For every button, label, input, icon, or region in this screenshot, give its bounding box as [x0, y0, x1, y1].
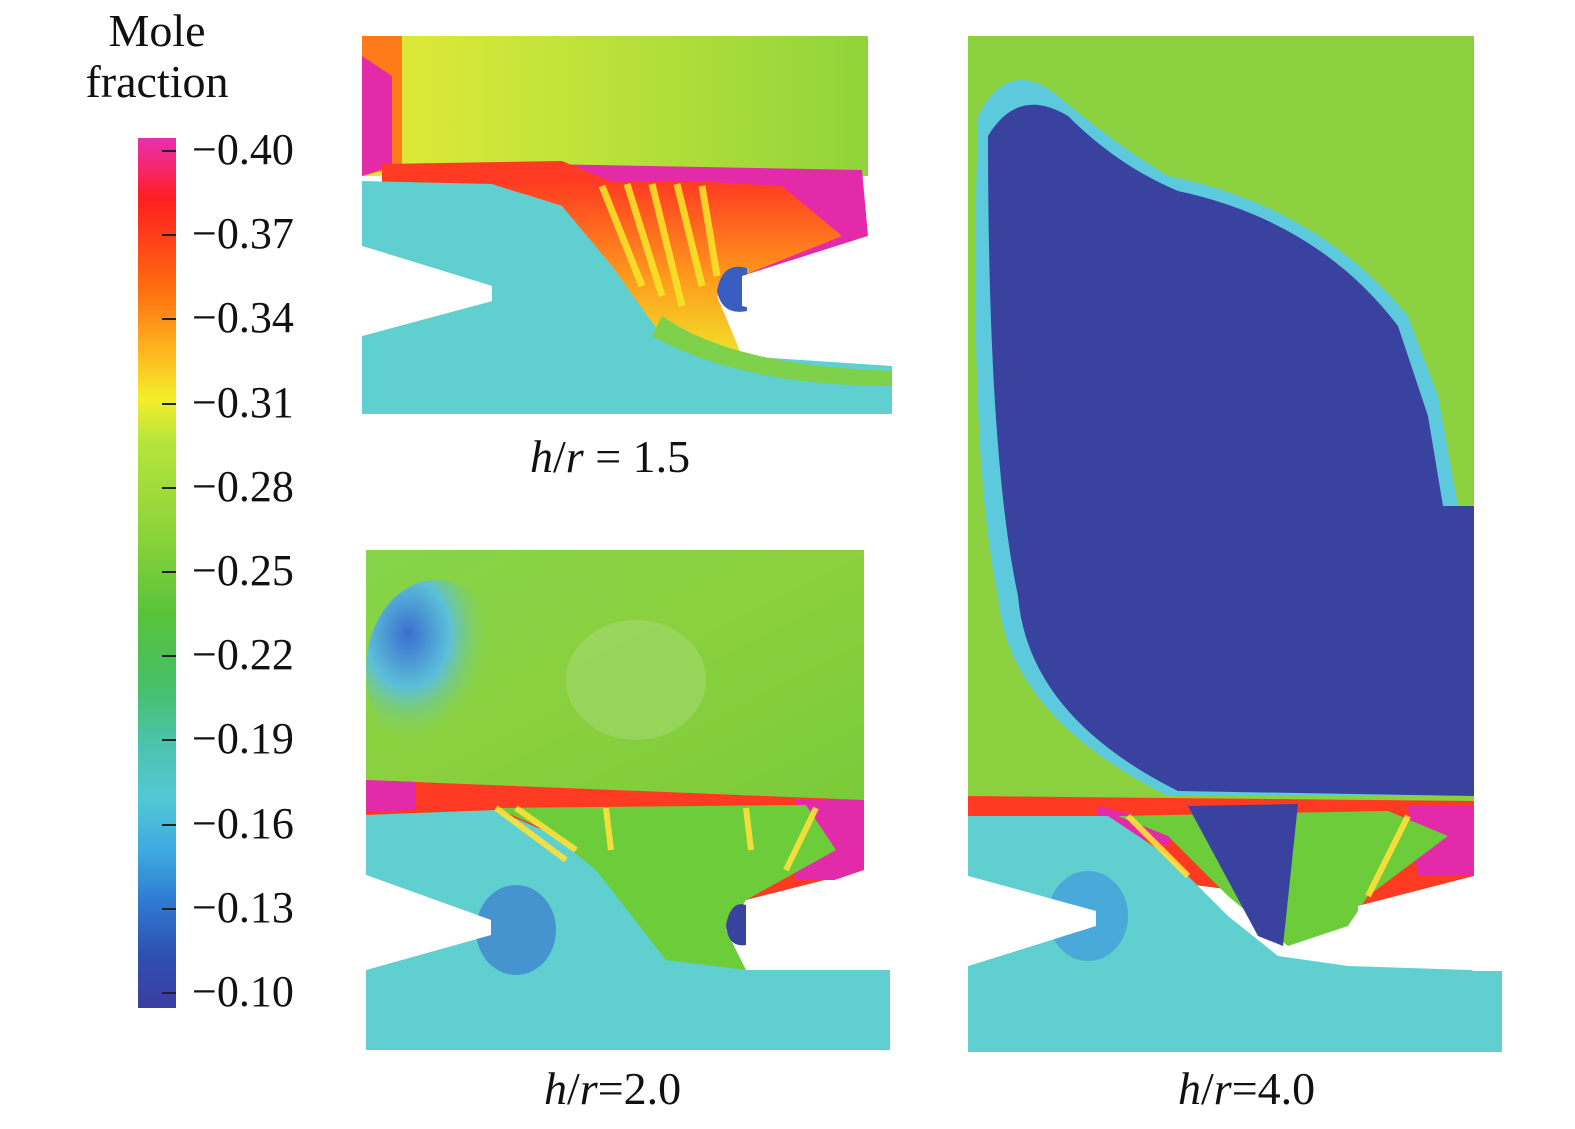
- dark-blue-region: [988, 104, 1474, 796]
- colorbar-title: Mole fraction: [72, 5, 242, 107]
- caption-value: = 1.5: [583, 431, 691, 482]
- colorbar-tick-label: −0.13: [192, 882, 294, 932]
- caption-h-r-4-0: h/r=4.0: [1178, 1062, 1315, 1115]
- caption-h-r-1-5: h/r = 1.5: [530, 430, 690, 483]
- colorbar-tick: [162, 739, 176, 742]
- contour-panel-h-r-1-5: [362, 36, 894, 420]
- colorbar-tick: [162, 992, 176, 994]
- caption-var-h: h: [1178, 1063, 1201, 1114]
- colorbar-tick-label: −0.16: [192, 798, 294, 848]
- upper-region: [362, 36, 868, 176]
- caption-var-r: r: [579, 1063, 598, 1114]
- caption-slash: /: [553, 431, 566, 482]
- colorbar-gradient: [138, 138, 176, 1008]
- colorbar-tick: [162, 655, 176, 658]
- colorbar-tick: [162, 571, 176, 573]
- colorbar-tick-label: −0.22: [192, 630, 294, 680]
- lower-region: [366, 810, 890, 1050]
- colorbar-tick-label: −0.25: [192, 546, 294, 595]
- contour-panel-h-r-2-0: [366, 550, 890, 1050]
- caption-h-r-2-0: h/r=2.0: [544, 1062, 681, 1115]
- colorbar-tick-label: −0.37: [192, 209, 294, 259]
- caption-slash: /: [567, 1063, 580, 1114]
- colorbar-tick: [162, 907, 176, 910]
- colorbar-tick-label: −0.28: [192, 461, 294, 511]
- colorbar-tick-label: −0.40: [192, 125, 294, 174]
- colorbar-tick: [162, 402, 176, 405]
- caption-var-h: h: [530, 431, 553, 482]
- caption-value: =2.0: [597, 1063, 682, 1114]
- colorbar-tick: [162, 150, 176, 152]
- caption-value: =4.0: [1231, 1063, 1316, 1114]
- colorbar-tick-label: −0.10: [192, 967, 294, 1016]
- colorbar-tick-label: −0.31: [192, 377, 294, 427]
- colorbar-tick: [162, 234, 176, 237]
- contour-panel-h-r-4-0: [968, 36, 1502, 1052]
- caption-var-r: r: [1213, 1063, 1232, 1114]
- colorbar-tick: [162, 486, 176, 489]
- caption-slash: /: [1201, 1063, 1214, 1114]
- colorbar-title-line2: fraction: [85, 55, 229, 107]
- colorbar-tick-label: −0.19: [192, 714, 294, 764]
- colorbar-title-line1: Mole: [108, 5, 206, 56]
- colorbar-tick: [162, 823, 176, 826]
- caption-var-h: h: [544, 1063, 567, 1114]
- colorbar-tick-label: −0.34: [192, 293, 294, 343]
- caption-var-r: r: [565, 431, 584, 482]
- colorbar-tick: [162, 318, 176, 321]
- plume: [492, 181, 842, 356]
